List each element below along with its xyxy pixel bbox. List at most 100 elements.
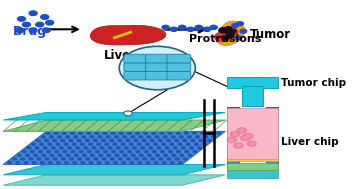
Circle shape [168, 132, 172, 134]
Circle shape [249, 142, 254, 145]
Circle shape [185, 150, 189, 153]
FancyBboxPatch shape [145, 54, 169, 63]
Circle shape [127, 132, 131, 134]
Circle shape [154, 143, 158, 145]
Circle shape [175, 139, 179, 142]
Circle shape [237, 22, 244, 26]
Circle shape [123, 154, 127, 156]
Circle shape [40, 161, 44, 164]
Circle shape [166, 139, 170, 142]
Circle shape [114, 136, 118, 138]
Circle shape [136, 150, 140, 153]
Polygon shape [3, 112, 225, 120]
Circle shape [142, 139, 146, 142]
Circle shape [144, 150, 148, 153]
Text: Tumor: Tumor [250, 28, 291, 40]
Circle shape [154, 161, 158, 164]
Circle shape [157, 147, 161, 149]
Circle shape [188, 154, 192, 156]
Circle shape [97, 143, 101, 145]
Circle shape [72, 143, 76, 145]
Circle shape [236, 144, 241, 147]
Circle shape [45, 158, 49, 160]
FancyBboxPatch shape [227, 163, 278, 170]
Circle shape [194, 143, 198, 145]
Circle shape [164, 154, 168, 156]
FancyBboxPatch shape [227, 77, 278, 88]
Circle shape [199, 139, 203, 142]
Circle shape [240, 135, 250, 141]
Circle shape [209, 132, 213, 134]
Circle shape [122, 136, 126, 138]
Polygon shape [216, 21, 245, 46]
Polygon shape [3, 131, 225, 164]
Circle shape [146, 143, 149, 145]
FancyBboxPatch shape [124, 54, 148, 63]
Circle shape [90, 136, 94, 138]
Circle shape [131, 154, 135, 156]
FancyBboxPatch shape [124, 63, 148, 71]
Circle shape [74, 136, 78, 138]
Circle shape [196, 136, 200, 138]
Circle shape [180, 154, 184, 156]
Circle shape [66, 136, 70, 138]
Circle shape [103, 132, 107, 134]
Circle shape [136, 132, 140, 134]
Circle shape [22, 150, 26, 153]
Circle shape [173, 147, 177, 149]
FancyBboxPatch shape [227, 108, 278, 160]
Circle shape [53, 139, 57, 142]
Circle shape [162, 143, 166, 145]
FancyBboxPatch shape [167, 63, 191, 71]
Circle shape [118, 158, 122, 160]
Circle shape [132, 147, 137, 149]
Text: Liver: Liver [104, 49, 137, 62]
Circle shape [17, 154, 21, 156]
Circle shape [195, 25, 202, 29]
Circle shape [71, 150, 75, 153]
Circle shape [171, 136, 175, 138]
Circle shape [102, 158, 106, 160]
Circle shape [29, 11, 37, 15]
Circle shape [121, 143, 125, 145]
Circle shape [152, 132, 156, 134]
Circle shape [147, 154, 151, 156]
Circle shape [99, 154, 103, 156]
Circle shape [179, 25, 186, 29]
Circle shape [37, 139, 40, 142]
Circle shape [26, 154, 29, 156]
Circle shape [62, 132, 66, 134]
Circle shape [233, 133, 237, 136]
Circle shape [170, 27, 178, 31]
Circle shape [143, 158, 147, 160]
Circle shape [53, 158, 57, 160]
Circle shape [247, 141, 256, 146]
Circle shape [105, 161, 109, 164]
Circle shape [191, 139, 195, 142]
Circle shape [82, 154, 86, 156]
Circle shape [91, 154, 94, 156]
Circle shape [243, 137, 247, 139]
Circle shape [203, 27, 211, 31]
Circle shape [107, 154, 111, 156]
Circle shape [63, 150, 67, 153]
Circle shape [87, 150, 91, 153]
Circle shape [110, 158, 114, 160]
Circle shape [170, 161, 174, 164]
FancyBboxPatch shape [167, 54, 191, 63]
Circle shape [232, 24, 239, 27]
Circle shape [143, 132, 148, 134]
Circle shape [89, 143, 93, 145]
Circle shape [108, 147, 112, 149]
FancyBboxPatch shape [145, 71, 169, 80]
Circle shape [110, 139, 114, 142]
Circle shape [150, 139, 154, 142]
Circle shape [89, 161, 93, 164]
Circle shape [130, 161, 134, 164]
Polygon shape [3, 175, 225, 185]
Circle shape [97, 161, 101, 164]
Circle shape [36, 22, 44, 27]
Circle shape [155, 154, 159, 156]
Circle shape [103, 150, 107, 153]
Circle shape [134, 139, 138, 142]
